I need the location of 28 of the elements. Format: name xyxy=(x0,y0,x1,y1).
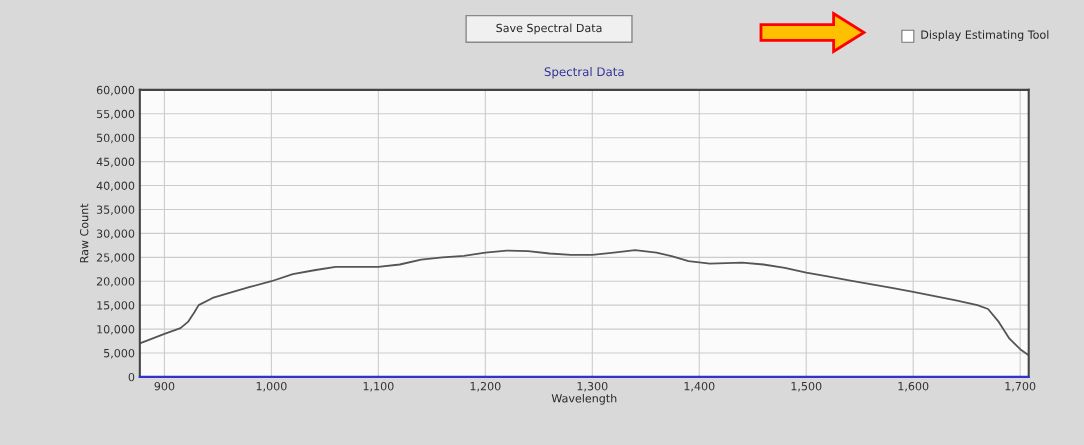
chart-title: Spectral Data xyxy=(544,67,624,79)
y-tick-label: 60,000 xyxy=(96,85,135,96)
y-tick-label: 0 xyxy=(128,372,135,382)
y-tick-label: 50,000 xyxy=(96,133,135,144)
y-tick-label: 5,000 xyxy=(104,348,135,359)
y-tick-label: 35,000 xyxy=(96,205,135,215)
y-tick-label: 40,000 xyxy=(96,181,135,192)
y-tick-label: 55,000 xyxy=(96,109,135,120)
y-axis-title: Raw Count xyxy=(79,203,89,263)
y-tick-label: 30,000 xyxy=(96,229,135,239)
x-tick-label: 1,600 xyxy=(898,381,929,392)
y-tick-label: 15,000 xyxy=(97,301,135,311)
x-tick-label: 1,200 xyxy=(470,381,501,392)
x-tick-label: 1,400 xyxy=(684,381,715,392)
y-tick-label: 10,000 xyxy=(97,325,135,335)
x-tick-label: 1,500 xyxy=(791,381,822,392)
x-tick-label: 900 xyxy=(154,381,175,391)
x-tick-label: 1,100 xyxy=(363,381,394,392)
x-axis-title: Wavelength xyxy=(551,393,617,405)
x-tick-label: 1,300 xyxy=(577,381,608,392)
x-tick-label: 1,700 xyxy=(1005,381,1036,392)
y-tick-label: 20,000 xyxy=(96,277,135,287)
text: Display Estimating Tool xyxy=(921,30,1049,41)
line-series xyxy=(139,249,1029,357)
y-tick-label: 45,000 xyxy=(96,157,135,168)
x-tick-label: 1,000 xyxy=(256,381,287,392)
y-tick-label: 25,000 xyxy=(96,253,135,263)
text: Save Spectral Data xyxy=(496,23,602,35)
